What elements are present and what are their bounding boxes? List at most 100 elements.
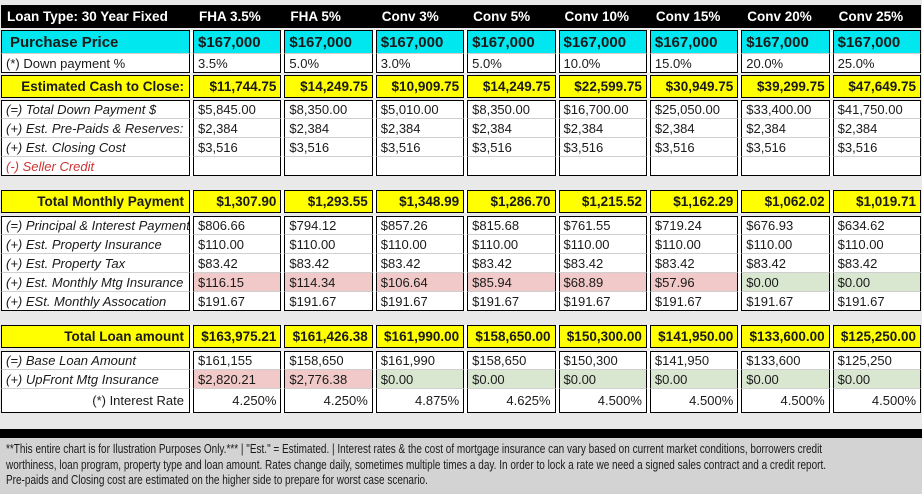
principal-interest-value-2[interactable]: $857.26 — [375, 216, 465, 235]
total-down-payment-value-0[interactable]: $5,845.00 — [193, 100, 282, 119]
est-monthly-association-value-1[interactable]: $191.67 — [284, 292, 373, 311]
est-property-insurance-value-6[interactable]: $110.00 — [741, 235, 830, 254]
est-monthly-mtg-insurance-value-0[interactable]: $116.15 — [193, 273, 282, 292]
est-closing-cost-value-0[interactable]: $3,516 — [193, 138, 282, 157]
seller-credit-label[interactable]: (-) Seller Credit — [1, 157, 190, 176]
down-payment-pct-value-1[interactable]: 5.0% — [284, 54, 373, 73]
loan-type-header-cell[interactable]: Loan Type: 30 Year Fixed — [7, 9, 168, 24]
purchase-price-value-0[interactable]: $167,000 — [193, 30, 282, 54]
est-property-tax-value-0[interactable]: $83.42 — [193, 254, 282, 273]
est-cash-to-close-value-6[interactable]: $39,299.75 — [741, 75, 830, 98]
base-loan-amount-value-4[interactable]: $150,300 — [558, 351, 647, 370]
est-monthly-mtg-insurance-label[interactable]: (+) Est. Monthly Mtg Insurance — [1, 273, 190, 292]
down-payment-pct-value-5[interactable]: 15.0% — [649, 54, 739, 73]
est-monthly-association-value-2[interactable]: $191.67 — [375, 292, 465, 311]
base-loan-amount-label[interactable]: (=) Base Loan Amount — [1, 351, 190, 370]
purchase-price-value-2[interactable]: $167,000 — [375, 30, 465, 54]
est-property-tax-value-7[interactable]: $83.42 — [832, 254, 921, 273]
total-down-payment-value-5[interactable]: $25,050.00 — [649, 100, 739, 119]
est-property-insurance-value-1[interactable]: $110.00 — [284, 235, 373, 254]
column-header-conv-5-[interactable]: Conv 5% — [473, 9, 531, 24]
interest-rate-value-1[interactable]: 4.250% — [284, 389, 373, 413]
upfront-mtg-insurance-value-7[interactable]: $0.00 — [832, 370, 921, 389]
est-closing-cost-value-4[interactable]: $3,516 — [558, 138, 647, 157]
est-cash-to-close-value-3[interactable]: $14,249.75 — [467, 75, 556, 98]
total-down-payment-label[interactable]: (=) Total Down Payment $ — [1, 100, 190, 119]
est-prepaids-reserves-value-3[interactable]: $2,384 — [467, 119, 556, 138]
est-property-tax-label[interactable]: (+) Est. Property Tax — [1, 254, 190, 273]
interest-rate-value-0[interactable]: 4.250% — [193, 389, 282, 413]
est-property-insurance-value-4[interactable]: $110.00 — [558, 235, 647, 254]
base-loan-amount-value-6[interactable]: $133,600 — [741, 351, 830, 370]
total-monthly-payment-value-6[interactable]: $1,062.02 — [741, 190, 830, 213]
down-payment-pct-value-4[interactable]: 10.0% — [558, 54, 647, 73]
total-monthly-payment-label[interactable]: Total Monthly Payment — [1, 190, 190, 213]
purchase-price-value-4[interactable]: $167,000 — [558, 30, 647, 54]
base-loan-amount-value-0[interactable]: $161,155 — [193, 351, 282, 370]
upfront-mtg-insurance-value-1[interactable]: $2,776.38 — [284, 370, 373, 389]
est-property-tax-value-1[interactable]: $83.42 — [284, 254, 373, 273]
total-down-payment-value-4[interactable]: $16,700.00 — [558, 100, 647, 119]
total-loan-amount-label[interactable]: Total Loan amount — [1, 325, 190, 348]
est-closing-cost-value-2[interactable]: $3,516 — [375, 138, 465, 157]
upfront-mtg-insurance-value-3[interactable]: $0.00 — [467, 370, 556, 389]
down-payment-pct-label[interactable]: (*) Down payment % — [1, 54, 190, 73]
est-monthly-association-value-3[interactable]: $191.67 — [467, 292, 556, 311]
base-loan-amount-value-5[interactable]: $141,950 — [649, 351, 739, 370]
total-monthly-payment-value-7[interactable]: $1,019.71 — [832, 190, 921, 213]
est-prepaids-reserves-value-7[interactable]: $2,384 — [832, 119, 921, 138]
est-closing-cost-value-5[interactable]: $3,516 — [649, 138, 739, 157]
est-prepaids-reserves-value-0[interactable]: $2,384 — [193, 119, 282, 138]
base-loan-amount-value-7[interactable]: $125,250 — [832, 351, 921, 370]
est-monthly-mtg-insurance-value-1[interactable]: $114.34 — [284, 273, 373, 292]
total-loan-amount-value-0[interactable]: $163,975.21 — [193, 325, 282, 348]
est-monthly-mtg-insurance-value-6[interactable]: $0.00 — [741, 273, 830, 292]
est-property-tax-value-2[interactable]: $83.42 — [375, 254, 465, 273]
est-cash-to-close-value-2[interactable]: $10,909.75 — [375, 75, 465, 98]
est-property-insurance-label[interactable]: (+) Est. Property Insurance — [1, 235, 190, 254]
total-monthly-payment-value-2[interactable]: $1,348.99 — [375, 190, 465, 213]
est-property-tax-value-5[interactable]: $83.42 — [649, 254, 739, 273]
principal-interest-label[interactable]: (=) Principal & Interest Payment — [1, 216, 190, 235]
est-property-insurance-value-3[interactable]: $110.00 — [467, 235, 556, 254]
down-payment-pct-value-3[interactable]: 5.0% — [467, 54, 556, 73]
column-header-fha-3-5-[interactable]: FHA 3.5% — [199, 9, 261, 24]
est-prepaids-reserves-value-5[interactable]: $2,384 — [649, 119, 739, 138]
seller-credit-value-5[interactable] — [649, 157, 739, 176]
principal-interest-value-6[interactable]: $676.93 — [741, 216, 830, 235]
principal-interest-value-4[interactable]: $761.55 — [558, 216, 647, 235]
total-down-payment-value-3[interactable]: $8,350.00 — [467, 100, 556, 119]
total-down-payment-value-1[interactable]: $8,350.00 — [284, 100, 373, 119]
total-monthly-payment-value-5[interactable]: $1,162.29 — [649, 190, 739, 213]
est-closing-cost-value-3[interactable]: $3,516 — [467, 138, 556, 157]
seller-credit-value-3[interactable] — [467, 157, 556, 176]
upfront-mtg-insurance-value-2[interactable]: $0.00 — [375, 370, 465, 389]
est-closing-cost-value-6[interactable]: $3,516 — [741, 138, 830, 157]
total-down-payment-value-6[interactable]: $33,400.00 — [741, 100, 830, 119]
purchase-price-value-7[interactable]: $167,000 — [832, 30, 921, 54]
est-prepaids-reserves-value-2[interactable]: $2,384 — [375, 119, 465, 138]
est-property-insurance-value-2[interactable]: $110.00 — [375, 235, 465, 254]
purchase-price-label[interactable]: Purchase Price — [1, 30, 190, 54]
total-loan-amount-value-3[interactable]: $158,650.00 — [467, 325, 556, 348]
est-property-tax-value-4[interactable]: $83.42 — [558, 254, 647, 273]
down-payment-pct-value-0[interactable]: 3.5% — [193, 54, 282, 73]
est-monthly-mtg-insurance-value-3[interactable]: $85.94 — [467, 273, 556, 292]
upfront-mtg-insurance-label[interactable]: (+) UpFront Mtg Insurance — [1, 370, 190, 389]
est-monthly-association-value-7[interactable]: $191.67 — [832, 292, 921, 311]
est-property-insurance-value-7[interactable]: $110.00 — [832, 235, 921, 254]
total-monthly-payment-value-4[interactable]: $1,215.52 — [558, 190, 647, 213]
est-cash-to-close-value-4[interactable]: $22,599.75 — [558, 75, 647, 98]
est-monthly-mtg-insurance-value-5[interactable]: $57.96 — [649, 273, 739, 292]
est-cash-to-close-value-0[interactable]: $11,744.75 — [193, 75, 282, 98]
est-monthly-mtg-insurance-value-2[interactable]: $106.64 — [375, 273, 465, 292]
seller-credit-value-6[interactable] — [741, 157, 830, 176]
est-prepaids-reserves-label[interactable]: (+) Est. Pre-Paids & Reserves: — [1, 119, 190, 138]
upfront-mtg-insurance-value-0[interactable]: $2,820.21 — [193, 370, 282, 389]
column-header-conv-15-[interactable]: Conv 15% — [655, 9, 721, 24]
purchase-price-value-1[interactable]: $167,000 — [284, 30, 373, 54]
total-loan-amount-value-5[interactable]: $141,950.00 — [649, 325, 739, 348]
est-closing-cost-value-1[interactable]: $3,516 — [284, 138, 373, 157]
down-payment-pct-value-7[interactable]: 25.0% — [832, 54, 921, 73]
total-loan-amount-value-6[interactable]: $133,600.00 — [741, 325, 830, 348]
